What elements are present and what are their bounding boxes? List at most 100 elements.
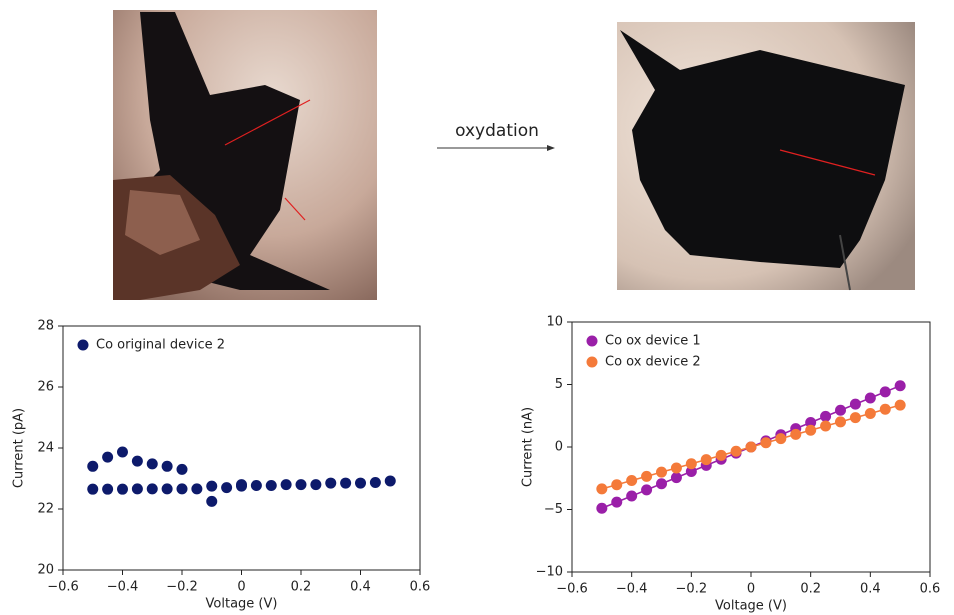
arrow-head <box>547 145 555 151</box>
point <box>176 463 188 475</box>
point <box>369 476 381 488</box>
annotation: oxydation <box>455 121 539 141</box>
legend-marker <box>586 356 598 368</box>
y-tick-label: 26 <box>37 380 54 395</box>
point <box>596 483 608 495</box>
y-tick-label: 10 <box>546 315 563 330</box>
point <box>310 479 322 491</box>
point <box>879 386 891 398</box>
x-tick-label: −0.4 <box>616 582 648 597</box>
x-tick-label: 0.6 <box>410 580 431 595</box>
x-tick-label: −0.2 <box>676 582 708 597</box>
point <box>117 483 128 495</box>
point <box>355 477 366 489</box>
point <box>685 466 697 477</box>
y-tick-label: −10 <box>536 565 563 580</box>
legend-label: Co ox device 1 <box>605 334 701 349</box>
point <box>775 433 787 445</box>
x-tick-label: 0.2 <box>291 580 312 595</box>
point <box>325 477 337 489</box>
point <box>790 428 802 440</box>
y-tick-label: 0 <box>555 440 563 455</box>
point <box>191 483 203 495</box>
point <box>745 441 757 453</box>
point <box>805 417 817 428</box>
point <box>656 478 667 490</box>
y-tick-label: 5 <box>555 377 563 392</box>
point <box>894 380 906 392</box>
point <box>641 470 653 482</box>
point <box>805 424 817 436</box>
point <box>102 483 114 495</box>
point <box>161 483 173 495</box>
point <box>236 480 247 492</box>
point <box>700 454 712 466</box>
legend-label: Co original device 2 <box>96 338 225 353</box>
point <box>626 475 638 486</box>
point <box>384 475 396 487</box>
x-axis-label: Voltage (V) <box>206 597 278 612</box>
point <box>670 472 682 484</box>
x-tick-label: −0.6 <box>556 582 588 597</box>
point <box>611 496 623 508</box>
y-tick-label: 20 <box>37 563 54 578</box>
y-tick-label: 24 <box>37 441 54 456</box>
point <box>161 460 173 472</box>
point <box>340 477 352 489</box>
legend-marker <box>586 335 598 347</box>
point <box>206 495 218 507</box>
point <box>146 483 158 495</box>
point <box>730 445 742 457</box>
point <box>641 484 653 496</box>
point <box>879 403 891 415</box>
point <box>715 449 727 461</box>
x-axis-label: Voltage (V) <box>715 599 787 614</box>
point <box>117 446 128 458</box>
y-tick-label: 28 <box>37 319 54 334</box>
point <box>820 420 832 432</box>
point <box>206 480 218 492</box>
point <box>670 462 682 474</box>
x-tick-label: 0.2 <box>800 582 821 597</box>
point <box>820 410 832 422</box>
axes-frame <box>62 325 421 571</box>
point <box>176 483 188 495</box>
point <box>87 483 99 495</box>
x-tick-label: 0 <box>237 580 245 595</box>
point <box>611 479 623 491</box>
point <box>894 399 906 411</box>
point <box>87 460 99 472</box>
point <box>265 480 277 492</box>
point <box>849 412 861 424</box>
x-tick-label: −0.2 <box>166 580 198 595</box>
y-tick-label: −5 <box>544 502 563 517</box>
x-tick-label: 0.4 <box>350 580 371 595</box>
y-axis-label: Current (nA) <box>521 407 536 487</box>
y-tick-label: 22 <box>37 502 54 517</box>
point <box>131 483 143 495</box>
point <box>626 490 638 502</box>
y-axis-label: Current (pA) <box>12 408 27 488</box>
x-tick-label: −0.4 <box>107 580 139 595</box>
point <box>280 479 292 491</box>
point <box>250 480 262 492</box>
point <box>221 482 233 494</box>
x-tick-label: −0.6 <box>47 580 79 595</box>
photo-original <box>113 10 377 300</box>
photo-oxidized <box>617 22 915 291</box>
point <box>864 408 876 419</box>
point <box>656 466 667 478</box>
point <box>849 398 861 410</box>
point <box>760 437 772 449</box>
point <box>835 404 846 416</box>
point <box>131 455 143 467</box>
x-tick-label: 0 <box>747 582 755 597</box>
point <box>864 392 876 404</box>
x-tick-label: 0.6 <box>920 582 941 597</box>
point <box>596 502 608 514</box>
x-tick-label: 0.4 <box>860 582 881 597</box>
point <box>146 458 158 470</box>
legend-marker <box>77 339 89 351</box>
point <box>295 479 307 491</box>
